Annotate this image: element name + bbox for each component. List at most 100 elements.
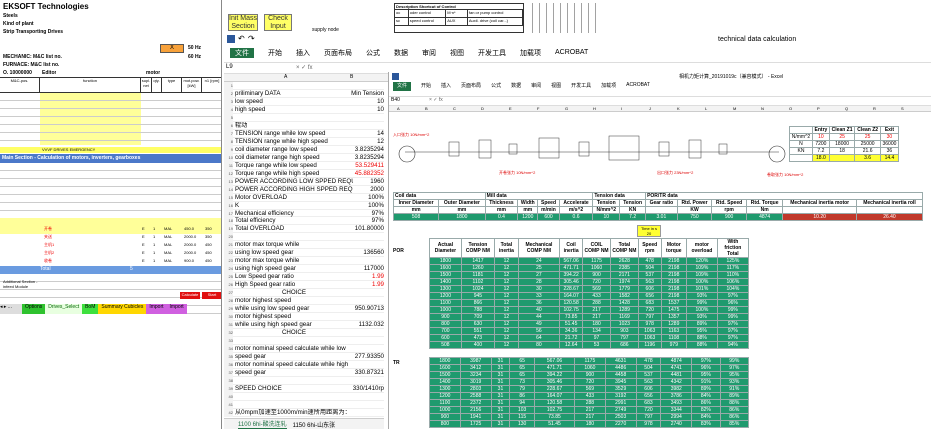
- data-cell[interactable]: 7.2: [619, 213, 647, 221]
- table-cell[interactable]: 56: [517, 327, 561, 335]
- back-tab-home[interactable]: 开始: [421, 83, 432, 89]
- cell-a[interactable]: POWER ACCORDING HIGH SPPED REQUI: [235, 185, 353, 193]
- table-cell[interactable]: 180: [582, 320, 612, 328]
- table-cell[interactable]: 51.45: [559, 320, 584, 328]
- table-cell[interactable]: 12: [494, 306, 519, 314]
- table-cell[interactable]: 2991: [604, 399, 637, 407]
- front-sheet-row[interactable]: 20: [224, 233, 384, 242]
- cell-a[interactable]: Total OVERLOAD: [235, 225, 285, 233]
- table-cell[interactable]: 3019: [459, 378, 492, 386]
- red-tag-calc[interactable]: Calculate: [180, 292, 200, 299]
- front-sheet-row[interactable]: 14 POWER ACCORDING HIGH SPPED REQUI 2000: [224, 185, 384, 194]
- table-cell[interactable]: 945: [460, 292, 496, 300]
- table-cell[interactable]: 2803: [459, 385, 492, 393]
- tab-options[interactable]: Options: [22, 304, 46, 314]
- back-fx-icon[interactable]: × ✓ fx: [429, 97, 443, 103]
- table-cell[interactable]: 903: [610, 327, 639, 335]
- data-cell[interactable]: 750: [676, 213, 713, 221]
- table-cell[interactable]: 12: [494, 320, 519, 328]
- table-cell[interactable]: 228.67: [559, 285, 584, 293]
- table-cell[interactable]: 86: [509, 392, 536, 400]
- table-cell[interactable]: 1725: [459, 420, 492, 428]
- table-cell[interactable]: 94%: [716, 341, 750, 349]
- table-cell[interactable]: 96%: [691, 364, 721, 372]
- table-cell[interactable]: 2198: [660, 292, 688, 300]
- table-cell[interactable]: 1974: [610, 278, 639, 286]
- table-cell[interactable]: 473: [460, 334, 496, 342]
- table-cell[interactable]: 3493: [660, 399, 693, 407]
- table-cell[interactable]: 91%: [691, 378, 721, 386]
- front-sheet-row[interactable]: 5: [224, 113, 384, 122]
- table-cell[interactable]: 31: [490, 399, 511, 407]
- front-sheet-row[interactable]: 28 motor highest speed: [224, 297, 384, 306]
- front-tab-review[interactable]: 审阅: [422, 49, 436, 57]
- table-cell[interactable]: 394.22: [534, 371, 575, 379]
- table-cell[interactable]: 31: [490, 371, 511, 379]
- cell-a[interactable]: CHOICE: [281, 329, 307, 337]
- table-cell[interactable]: 2198: [660, 278, 688, 286]
- table-cell[interactable]: 18000: [828, 140, 856, 148]
- table-cell[interactable]: 1063: [637, 327, 662, 335]
- table-cell[interactable]: 12: [494, 285, 519, 293]
- table-cell[interactable]: 1163: [660, 327, 688, 335]
- cell-b[interactable]: 950.90713: [354, 305, 384, 313]
- table-cell[interactable]: 12: [494, 271, 519, 279]
- hz-box[interactable]: X: [160, 44, 184, 53]
- back-col-letter[interactable]: O: [789, 106, 793, 111]
- cell-a[interactable]: speed gear: [235, 368, 266, 376]
- table-cell[interactable]: 7200: [811, 140, 830, 148]
- cell-a[interactable]: Total efficiency: [235, 217, 276, 225]
- table-cell[interactable]: 4458: [604, 371, 637, 379]
- front-sheet-row[interactable]: 41: [224, 400, 384, 409]
- cell-a[interactable]: priliminary DATA: [235, 89, 281, 97]
- table-cell[interactable]: 569: [573, 385, 606, 393]
- cell-a[interactable]: while using low speed gear: [235, 305, 310, 313]
- front-sheet-row[interactable]: 29 while using low speed gear 950.90713: [224, 305, 384, 314]
- table-cell[interactable]: 120.58: [534, 399, 575, 407]
- table-cell[interactable]: 94: [509, 399, 536, 407]
- table-cell[interactable]: 117%: [716, 264, 750, 272]
- table-cell[interactable]: 788: [460, 306, 496, 314]
- table-cell[interactable]: 686: [610, 341, 639, 349]
- back-col-letter[interactable]: K: [677, 106, 680, 111]
- back-col-letter[interactable]: G: [565, 106, 569, 111]
- table-cell[interactable]: 1000: [429, 306, 462, 314]
- table-cell[interactable]: 2740: [660, 420, 693, 428]
- table-cell[interactable]: 1800: [429, 357, 461, 365]
- table-cell[interactable]: 800: [429, 420, 461, 428]
- table-cell[interactable]: 88%: [686, 334, 718, 342]
- table-cell[interactable]: 130: [509, 420, 536, 428]
- table-cell[interactable]: 99%: [716, 306, 750, 314]
- table-cell[interactable]: 1417: [460, 257, 496, 265]
- front-sheet-row[interactable]: 10 coil diameter range high speed 3.823529…: [224, 153, 384, 162]
- table-cell[interactable]: 88%: [686, 341, 718, 349]
- table-cell[interactable]: 1400: [429, 278, 462, 286]
- cell-b[interactable]: 330/1410rp: [352, 384, 384, 392]
- table-cell[interactable]: 1024: [460, 285, 496, 293]
- table-cell[interactable]: 400: [460, 341, 496, 349]
- table-cell[interactable]: [789, 154, 813, 162]
- table-cell[interactable]: 49: [517, 320, 561, 328]
- table-cell[interactable]: 89%: [691, 385, 721, 393]
- table-cell[interactable]: 1175: [573, 357, 606, 365]
- data-cell[interactable]: 0.4: [484, 213, 519, 221]
- table-cell[interactable]: 3234: [459, 371, 492, 379]
- front-sheet-row[interactable]: 25 Low Speed gear ratio 1.99: [224, 273, 384, 282]
- data-cell[interactable]: 26.40: [855, 213, 924, 221]
- front-sheet-row[interactable]: 4 high speed 10: [224, 105, 384, 114]
- table-cell[interactable]: 24: [517, 257, 561, 265]
- back-col-letter[interactable]: N: [761, 106, 764, 111]
- table-cell[interactable]: 1196: [637, 341, 662, 349]
- motor-row[interactable]: 开卷 E 1 MAL 450.0 350: [0, 226, 221, 234]
- cell-a[interactable]: 从0mpm加速至1000m/min速所用距离为：: [235, 408, 351, 416]
- table-cell[interactable]: 84%: [691, 413, 721, 421]
- table-cell[interactable]: 600: [429, 334, 462, 342]
- redo-icon[interactable]: ↷: [248, 34, 255, 43]
- front-sheet-row[interactable]: 22 using low speed gear 136560: [224, 249, 384, 258]
- front-sheet-row[interactable]: 42 从0mpm加速至1000m/min速所用距离为：: [224, 408, 384, 417]
- table-cell[interactable]: 80: [517, 341, 561, 349]
- back-col-letter[interactable]: Q: [845, 106, 849, 111]
- back-col-letter[interactable]: H: [593, 106, 596, 111]
- cell-a[interactable]: Torque range while low speed: [235, 161, 317, 169]
- table-cell[interactable]: 2385: [610, 264, 639, 272]
